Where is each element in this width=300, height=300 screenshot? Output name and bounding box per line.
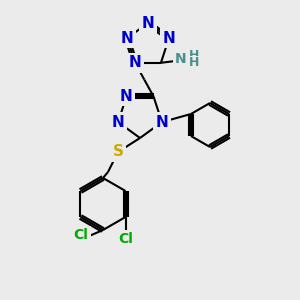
Text: N: N	[129, 55, 141, 70]
Text: H: H	[189, 49, 199, 62]
Text: N: N	[120, 89, 133, 104]
Text: N: N	[155, 115, 168, 130]
Text: N: N	[163, 31, 175, 46]
Text: Cl: Cl	[74, 228, 88, 242]
Text: N: N	[121, 31, 134, 46]
Text: H: H	[189, 56, 199, 69]
Text: Cl: Cl	[118, 232, 133, 246]
Text: N: N	[175, 52, 187, 66]
Text: S: S	[112, 145, 124, 160]
Text: N: N	[112, 115, 124, 130]
Text: N: N	[142, 16, 154, 31]
